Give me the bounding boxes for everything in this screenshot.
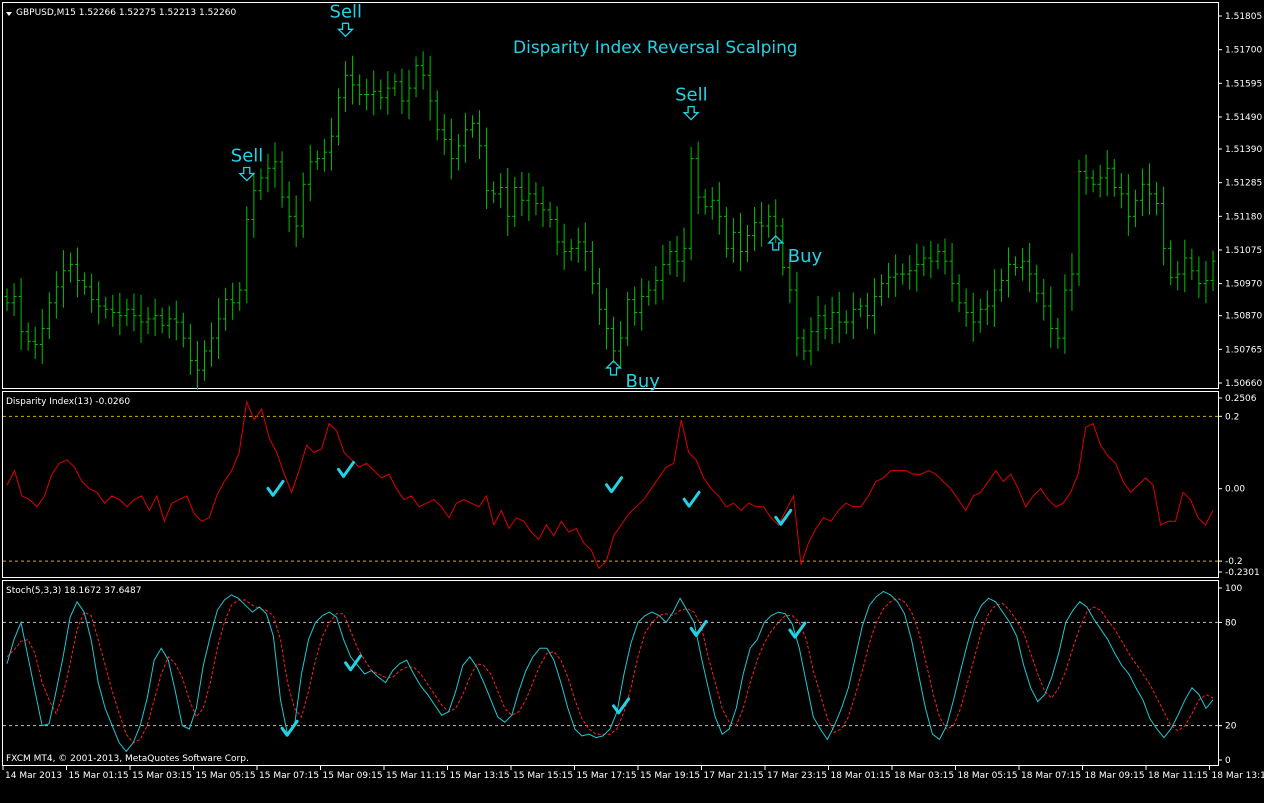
time-tick-label: 15 Mar 09:15	[323, 771, 383, 781]
disparity-tick-label: -0.2	[1225, 557, 1243, 567]
price-tick-label: 1.51700	[1225, 46, 1262, 56]
time-tick-label: 14 Mar 2013	[5, 771, 62, 781]
stochastic-readout: Stoch(5,3,3) 18.1672 37.6487	[6, 586, 141, 596]
price-tick-label: 1.50765	[1225, 345, 1262, 355]
time-tick-label: 15 Mar 19:15	[640, 771, 700, 781]
price-tick-label: 1.51490	[1225, 113, 1262, 123]
price-tick-label: 1.51285	[1225, 179, 1262, 189]
stochastic-tick-label: 20	[1225, 722, 1237, 732]
footer-copyright: FXCM MT4, © 2001-2013, MetaQuotes Softwa…	[6, 754, 249, 764]
price-tick-label: 1.50660	[1225, 379, 1262, 389]
price-tick-label: 1.50970	[1225, 280, 1262, 290]
buy-label: Buy	[788, 246, 823, 267]
stochastic-tick-label: 0	[1225, 756, 1231, 766]
disparity-tick-label: 0.2	[1225, 412, 1239, 422]
sell-label: Sell	[675, 85, 708, 106]
sell-label: Sell	[231, 146, 264, 167]
time-tick-label: 18 Mar 09:15	[1085, 771, 1145, 781]
stochastic-tick-label: 100	[1225, 584, 1242, 594]
stochastic-tick-label: 80	[1225, 618, 1237, 628]
sell-label: Sell	[330, 1, 363, 22]
time-tick-label: 15 Mar 07:15	[259, 771, 319, 781]
price-tick-label: 1.51075	[1225, 246, 1262, 256]
price-tick-label: 1.51805	[1225, 12, 1262, 22]
buy-label: Buy	[626, 371, 661, 392]
time-tick-label: 18 Mar 11:15	[1148, 771, 1208, 781]
disparity-tick-label: 0.2506	[1225, 394, 1257, 404]
time-tick-label: 18 Mar 07:15	[1021, 771, 1081, 781]
time-tick-label: 15 Mar 03:15	[132, 771, 192, 781]
price-tick-label: 1.50870	[1225, 312, 1262, 322]
time-tick-label: 18 Mar 01:15	[831, 771, 891, 781]
time-tick-label: 15 Mar 17:15	[577, 771, 637, 781]
disparity-tick-label: 0.00	[1225, 485, 1245, 495]
disparity-readout: Disparity Index(13) -0.0260	[6, 397, 130, 407]
time-tick-label: 18 Mar 03:15	[894, 771, 954, 781]
time-tick-label: 17 Mar 21:15	[704, 771, 764, 781]
time-tick-label: 18 Mar 05:15	[958, 771, 1018, 781]
time-tick-label: 15 Mar 15:15	[513, 771, 573, 781]
price-tick-label: 1.51180	[1225, 212, 1262, 222]
time-tick-label: 15 Mar 13:15	[450, 771, 510, 781]
time-tick-label: 15 Mar 05:15	[196, 771, 256, 781]
time-tick-label: 17 Mar 23:15	[767, 771, 827, 781]
price-tick-label: 1.51595	[1225, 79, 1262, 89]
chart-title: Disparity Index Reversal Scalping	[513, 38, 798, 58]
time-tick-label: 15 Mar 11:15	[386, 771, 446, 781]
symbol-header: GBPUSD,M15 1.52266 1.52275 1.52213 1.522…	[16, 8, 236, 18]
time-tick-label: 15 Mar 01:15	[69, 771, 129, 781]
price-tick-label: 1.51390	[1225, 145, 1262, 155]
time-tick-label: 18 Mar 13:15	[1212, 771, 1264, 781]
disparity-tick-label: -0.2301	[1225, 568, 1260, 578]
